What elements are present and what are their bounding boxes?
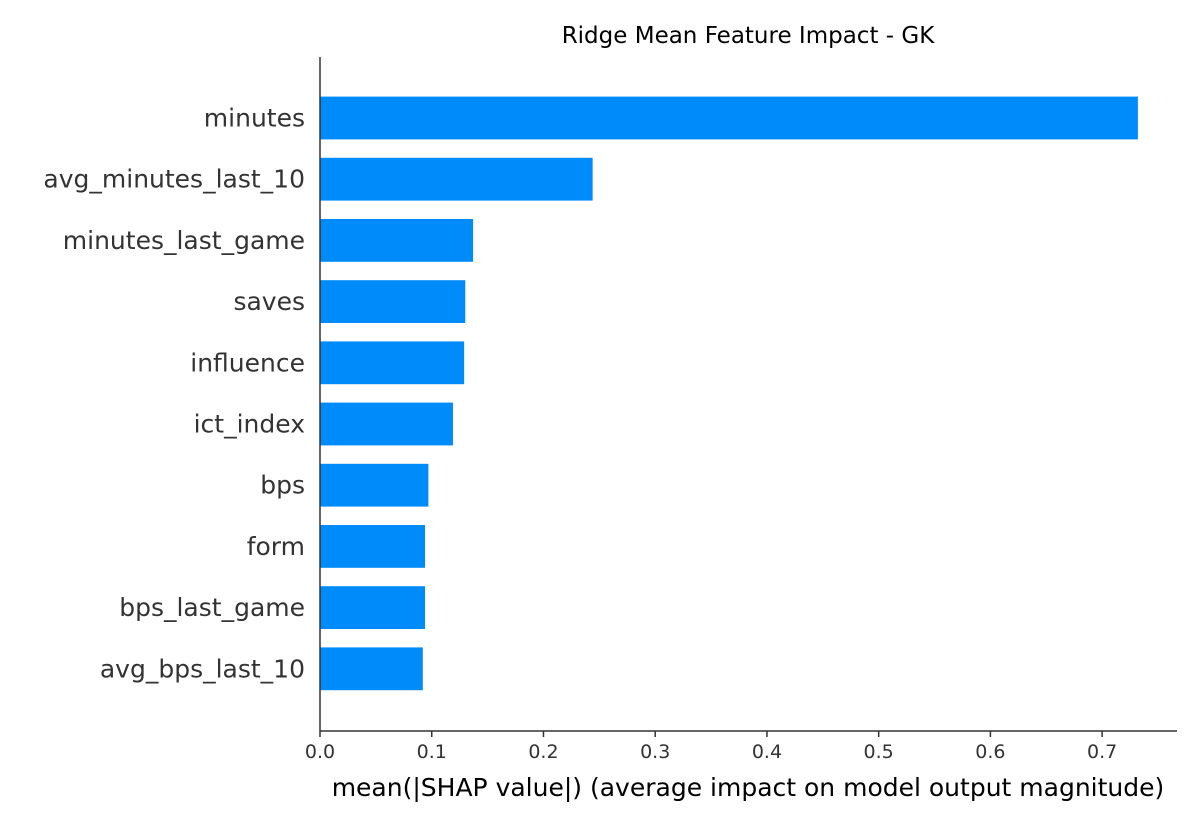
y-tick-label: bps	[260, 471, 305, 500]
bar-minutes_last_game	[320, 219, 474, 262]
bar-form	[320, 525, 426, 568]
y-tick-label: saves	[233, 287, 305, 316]
x-axis-label: mean(|SHAP value|) (average impact on mo…	[332, 773, 1165, 802]
y-tick-label: bps_last_game	[119, 593, 305, 622]
bar-bps_last_game	[320, 586, 426, 629]
y-tick-label: minutes	[204, 104, 305, 133]
y-tick-label: form	[247, 532, 305, 561]
x-tick-label: 0.4	[752, 741, 782, 763]
y-tick-label: ict_index	[194, 410, 305, 439]
y-tick-label: minutes_last_game	[63, 226, 305, 255]
bar-influence	[320, 341, 465, 385]
x-tick-label: 0.3	[640, 741, 670, 763]
bar-saves	[320, 280, 466, 323]
bar-minutes	[320, 96, 1138, 140]
x-axis-ticks: 0.0 0.1 0.2 0.3 0.4 0.5 0.6 0.7	[305, 731, 1117, 763]
y-tick-label: influence	[190, 348, 305, 377]
bar-avg_minutes_last_10	[320, 157, 593, 201]
bars	[320, 96, 1138, 691]
x-tick-label: 0.0	[305, 741, 335, 763]
bar-ict_index	[320, 402, 453, 446]
chart-title: Ridge Mean Feature Impact - GK	[562, 23, 936, 49]
y-axis-labels: minutes avg_minutes_last_10 minutes_last_g…	[43, 104, 305, 684]
x-tick-label: 0.2	[528, 741, 558, 763]
bar-bps	[320, 463, 429, 507]
x-tick-label: 0.7	[1087, 741, 1117, 763]
x-tick-label: 0.5	[864, 741, 894, 763]
x-tick-label: 0.6	[975, 741, 1005, 763]
x-tick-label: 0.1	[417, 741, 447, 763]
y-tick-label: avg_bps_last_10	[100, 654, 305, 683]
bar-avg_bps_last_10	[320, 647, 423, 691]
y-tick-label: avg_minutes_last_10	[43, 165, 305, 194]
